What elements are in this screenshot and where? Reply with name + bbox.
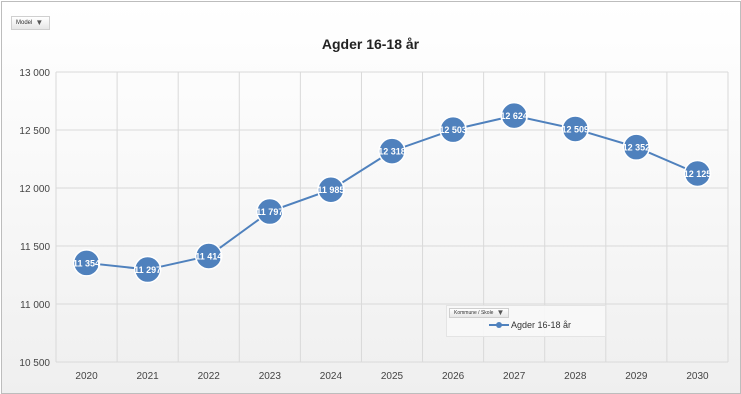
y-tick-label: 11 000 xyxy=(20,300,50,311)
data-point xyxy=(439,115,467,144)
data-label: 12 318 xyxy=(378,147,406,157)
data-label: 11 985 xyxy=(317,185,344,195)
y-tick-label: 12 000 xyxy=(19,184,50,195)
model-filter-button[interactable]: Model ▼ xyxy=(11,16,51,30)
data-label: 12 352 xyxy=(623,143,651,153)
x-tick-label: 2026 xyxy=(442,371,465,382)
data-point xyxy=(378,137,406,165)
x-tick-label: 2027 xyxy=(503,371,526,382)
data-label: 12 125 xyxy=(684,169,712,179)
legend-entry[interactable]: Agder 16-18 år xyxy=(489,320,571,330)
y-tick-label: 12 500 xyxy=(19,126,50,137)
data-label: 12 624 xyxy=(500,111,528,121)
y-tick-label: 11 500 xyxy=(20,242,50,253)
data-point xyxy=(72,249,101,277)
legend-filter-button[interactable]: Kommune / Skole ▼ xyxy=(449,308,510,318)
legend-filter-funnel-icon: ▼ xyxy=(496,308,505,317)
legend-series-label: Agder 16-18 år xyxy=(511,320,572,330)
data-point xyxy=(133,255,162,284)
x-tick-label: 2024 xyxy=(320,371,343,382)
data-label: 11 414 xyxy=(195,251,222,261)
x-tick-label: 2023 xyxy=(259,371,282,382)
x-tick-label: 2020 xyxy=(75,371,98,382)
data-label: 11 297 xyxy=(134,265,161,275)
x-tick-label: 2025 xyxy=(381,371,404,382)
x-tick-label: 2021 xyxy=(137,371,160,382)
data-point xyxy=(194,242,223,270)
data-label: 12 503 xyxy=(439,125,467,135)
model-filter-label: Model xyxy=(16,20,33,26)
data-point xyxy=(500,101,528,130)
filter-funnel-icon: ▼ xyxy=(35,18,44,27)
x-tick-label: 2022 xyxy=(198,371,221,382)
legend: Kommune / Skole ▼ Agder 16-18 år xyxy=(446,305,606,337)
x-tick-label: 2030 xyxy=(686,371,709,382)
legend-series-marker xyxy=(489,322,509,328)
x-tick-label: 2028 xyxy=(564,371,587,382)
data-point xyxy=(561,115,590,143)
data-label: 12 509 xyxy=(562,124,590,134)
data-label: 11 354 xyxy=(73,258,100,268)
y-tick-label: 13 000 xyxy=(19,68,50,79)
y-tick-label: 10 500 xyxy=(19,358,50,369)
data-point xyxy=(683,159,712,188)
legend-filter-label: Kommune / Skole xyxy=(454,310,494,316)
data-point xyxy=(317,175,345,204)
data-label: 11 797 xyxy=(256,207,283,217)
data-point xyxy=(622,133,651,161)
data-point xyxy=(256,197,284,226)
x-tick-label: 2029 xyxy=(625,371,648,382)
chart-title: Agder 16-18 år xyxy=(321,36,420,52)
